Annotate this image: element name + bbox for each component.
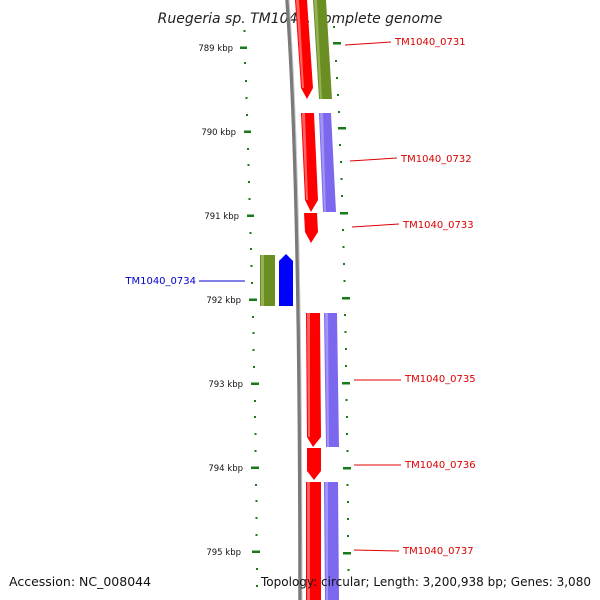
tick-label-793: 793 kbp [208,380,243,390]
gene-label-0732[interactable]: TM1040_0732 [400,154,472,165]
genome-summary-text: Topology: circular; Length: 3,200,938 bp… [260,574,591,589]
ruler-dots-left [244,30,259,587]
tick-label-789: 789 kbp [198,44,233,54]
gene-label-0736[interactable]: TM1040_0736 [404,460,476,471]
gene-label-0737[interactable]: TM1040_0737 [402,546,474,557]
gene-track-minus [260,254,293,306]
ruler-tick-labels: 789 kbp 790 kbp 791 kbp 792 kbp 793 kbp … [198,44,243,558]
tick-label-794: 794 kbp [208,464,243,474]
gene-arrow-0734[interactable] [279,254,293,306]
ruler-ticks-right [333,42,351,555]
gene-arrow-0736[interactable] [307,448,321,480]
ruler-ticks-left [240,47,260,554]
gene-arrow-0733[interactable] [304,213,318,243]
genome-map: Ruegeria sp. TM1040, complete genome [0,0,600,600]
gene-label-0733[interactable]: TM1040_0733 [402,220,474,231]
accession-text: Accession: NC_008044 [9,574,151,589]
tick-label-790: 790 kbp [201,128,236,138]
gene-label-0731[interactable]: TM1040_0731 [394,37,466,48]
gene-label-0734[interactable]: TM1040_0734 [124,276,196,287]
tick-label-791: 791 kbp [204,212,239,222]
gene-label-0735[interactable]: TM1040_0735 [404,374,476,385]
tick-label-792: 792 kbp [206,296,241,306]
tick-label-795: 795 kbp [206,548,241,558]
